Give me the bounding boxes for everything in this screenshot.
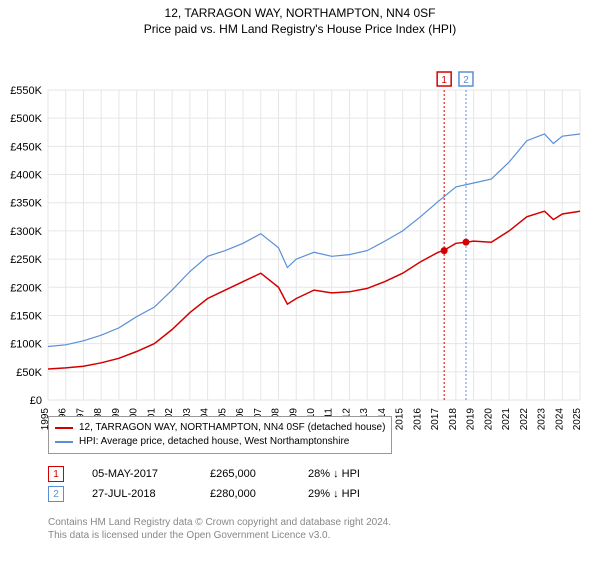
y-tick-label: £100K bbox=[10, 339, 42, 351]
x-tick-label: 2021 bbox=[501, 408, 512, 431]
sale-date: 27-JUL-2018 bbox=[92, 488, 182, 500]
event-point bbox=[462, 239, 469, 246]
y-tick-label: £250K bbox=[10, 254, 42, 266]
sales-row: 1 05-MAY-2017 £265,000 28% ↓ HPI bbox=[48, 466, 360, 482]
x-tick-label: 2017 bbox=[430, 408, 441, 431]
x-tick-label: 2025 bbox=[572, 408, 583, 431]
x-tick-label: 2019 bbox=[466, 408, 477, 431]
chart-container: 12, TARRAGON WAY, NORTHAMPTON, NN4 0SF P… bbox=[0, 6, 600, 566]
legend-swatch bbox=[55, 441, 73, 443]
y-tick-label: £550K bbox=[10, 85, 42, 97]
x-tick-label: 2023 bbox=[537, 408, 548, 431]
event-marker-number: 2 bbox=[463, 75, 469, 86]
line-chart: £0 £50K £100K £150K £200K £250K £300K £350K £400… bbox=[0, 42, 600, 442]
legend-item: HPI: Average price, detached house, West… bbox=[55, 435, 385, 449]
x-tick-label: 2020 bbox=[483, 408, 494, 431]
legend: 12, TARRAGON WAY, NORTHAMPTON, NN4 0SF (… bbox=[48, 416, 392, 454]
y-tick-label: £300K bbox=[10, 226, 42, 238]
legend-item: 12, TARRAGON WAY, NORTHAMPTON, NN4 0SF (… bbox=[55, 421, 385, 435]
x-tick-label: 2015 bbox=[395, 408, 406, 431]
footer-line-1: Contains HM Land Registry data © Crown c… bbox=[48, 516, 391, 529]
x-tick-label: 2022 bbox=[519, 408, 530, 431]
x-tick-label: 2024 bbox=[554, 408, 565, 431]
sale-date: 05-MAY-2017 bbox=[92, 468, 182, 480]
x-tick-label: 2018 bbox=[448, 408, 459, 431]
legend-label: HPI: Average price, detached house, West… bbox=[79, 435, 349, 449]
event-point bbox=[441, 247, 448, 254]
chart-title: 12, TARRAGON WAY, NORTHAMPTON, NN4 0SF bbox=[0, 6, 600, 20]
sale-delta: 29% ↓ HPI bbox=[308, 488, 360, 500]
legend-swatch bbox=[55, 427, 73, 429]
footer-line-2: This data is licensed under the Open Gov… bbox=[48, 529, 391, 542]
y-tick-label: £0 bbox=[30, 395, 42, 407]
sales-table: 1 05-MAY-2017 £265,000 28% ↓ HPI 2 27-JUL-201… bbox=[48, 462, 360, 502]
sales-marker: 1 bbox=[48, 466, 64, 482]
sale-price: £280,000 bbox=[210, 488, 280, 500]
y-tick-label: £50K bbox=[16, 367, 42, 379]
sale-delta: 28% ↓ HPI bbox=[308, 468, 360, 480]
sales-row: 2 27-JUL-2018 £280,000 29% ↓ HPI bbox=[48, 486, 360, 502]
event-marker-number: 1 bbox=[441, 75, 447, 86]
y-tick-label: £450K bbox=[10, 141, 42, 153]
x-tick-label: 2016 bbox=[412, 408, 423, 431]
y-tick-label: £150K bbox=[10, 310, 42, 322]
sales-marker: 2 bbox=[48, 486, 64, 502]
y-tick-label: £400K bbox=[10, 170, 42, 182]
y-tick-label: £200K bbox=[10, 282, 42, 294]
y-tick-label: £350K bbox=[10, 198, 42, 210]
footer-attribution: Contains HM Land Registry data © Crown c… bbox=[48, 516, 391, 542]
y-tick-label: £500K bbox=[10, 113, 42, 125]
chart-subtitle: Price paid vs. HM Land Registry's House … bbox=[0, 22, 600, 36]
legend-label: 12, TARRAGON WAY, NORTHAMPTON, NN4 0SF (… bbox=[79, 421, 385, 435]
sale-price: £265,000 bbox=[210, 468, 280, 480]
